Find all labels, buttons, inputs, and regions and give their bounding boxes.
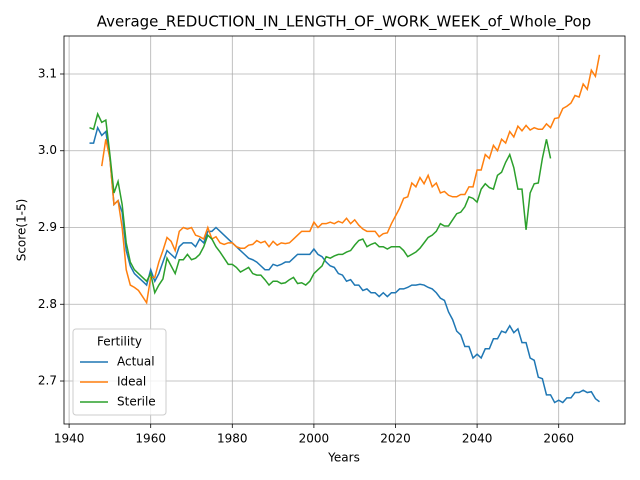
- y-tick-label: 2.8: [38, 297, 57, 311]
- x-axis-label: Years: [327, 451, 360, 465]
- y-axis-label: Score(1-5): [15, 199, 29, 262]
- y-tick-label: 3.1: [38, 66, 57, 80]
- plot-frame: [63, 35, 626, 425]
- x-tick-label: 1980: [217, 432, 248, 446]
- legend-label: Sterile: [117, 395, 156, 409]
- legend: Fertility Actual Ideal Sterile: [72, 328, 167, 416]
- series-line: [89, 111, 552, 295]
- y-tick-label: 2.7: [38, 374, 57, 388]
- chart-title: Average_REDUCTION_IN_LENGTH_OF_WORK_WEEK…: [97, 13, 591, 32]
- series-line: [89, 125, 600, 404]
- x-tick-label: 2060: [543, 432, 574, 446]
- legend-box: [72, 328, 167, 416]
- legend-label: Actual: [117, 355, 155, 369]
- y-tick-label: 3.0: [38, 143, 57, 157]
- x-tick-label: 2020: [380, 432, 411, 446]
- y-tick-label: 2.9: [38, 220, 57, 234]
- x-tick-label: 1960: [135, 432, 166, 446]
- series-line: [100, 54, 601, 305]
- x-tick-label: 2000: [299, 432, 330, 446]
- x-tick-label: 2040: [462, 432, 493, 446]
- legend-label: Ideal: [117, 375, 146, 389]
- x-tick-label: 1940: [54, 432, 85, 446]
- legend-title: Fertility: [97, 335, 142, 349]
